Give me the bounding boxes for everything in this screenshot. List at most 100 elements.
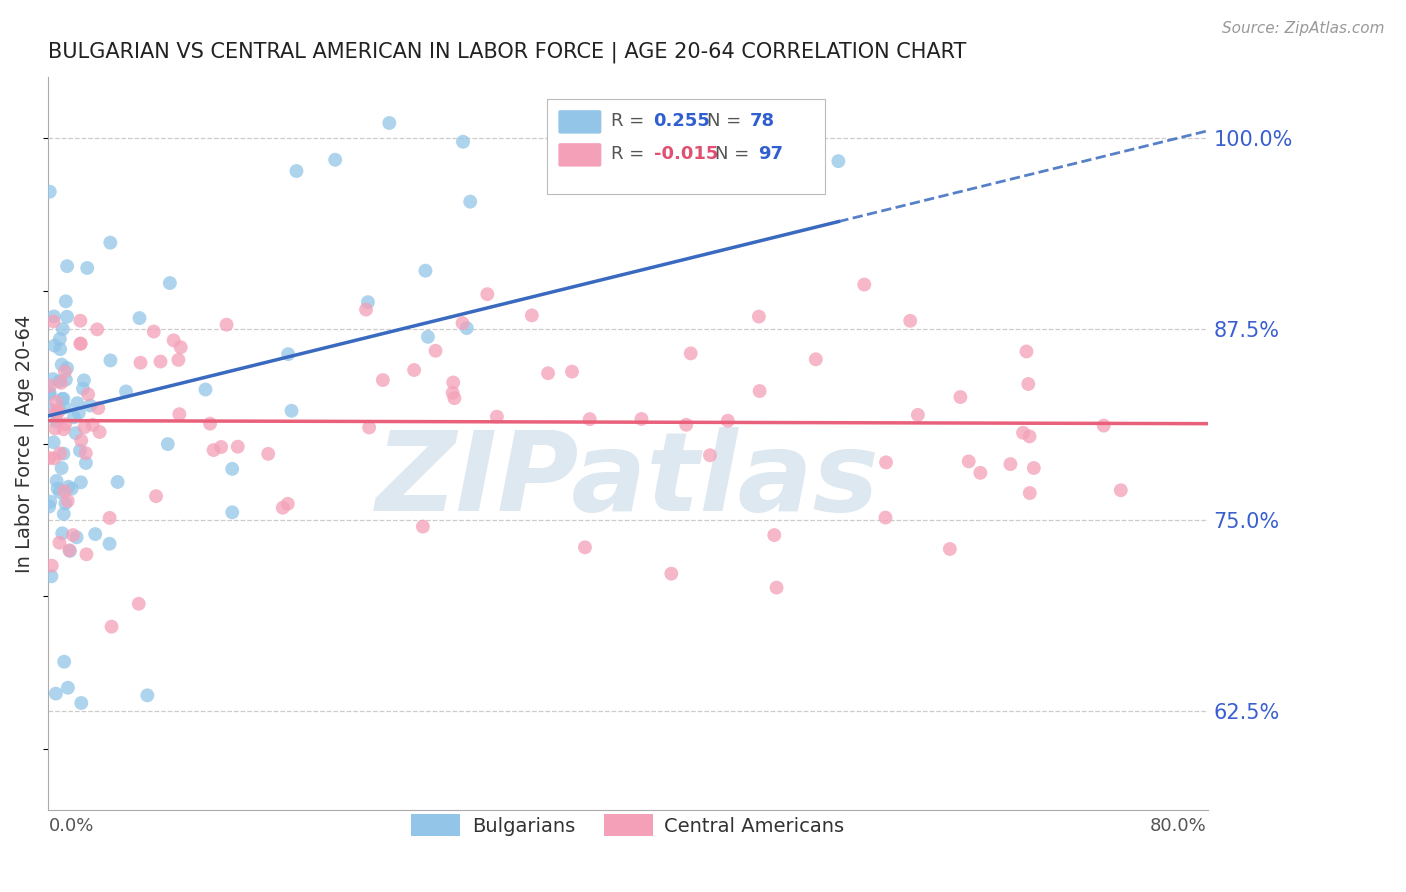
Point — [59, 544, 82, 558]
Point — [51, 392, 73, 406]
Point — [48, 403, 70, 417]
Point — [194, 383, 217, 397]
Point — [98, 511, 121, 525]
Point — [98, 537, 121, 551]
Point — [357, 295, 380, 310]
Point — [957, 454, 980, 468]
Point — [84, 527, 107, 541]
Point — [65, 530, 87, 544]
Point — [415, 263, 437, 277]
Point — [1015, 344, 1038, 359]
Y-axis label: In Labor Force | Age 20-64: In Labor Force | Age 20-64 — [15, 314, 35, 573]
Point — [1018, 429, 1040, 443]
Point — [170, 340, 193, 354]
Text: 80.0%: 80.0% — [1150, 817, 1206, 836]
Point — [87, 401, 110, 415]
Text: N =: N = — [707, 112, 747, 130]
FancyBboxPatch shape — [547, 99, 825, 194]
Point — [69, 314, 91, 328]
Point — [38, 450, 60, 465]
Point — [58, 543, 80, 558]
Point — [56, 259, 79, 273]
Point — [679, 346, 702, 360]
Point — [51, 461, 73, 475]
Point — [163, 334, 186, 348]
Point — [41, 558, 63, 573]
Point — [907, 408, 929, 422]
Text: R =: R = — [610, 112, 650, 130]
Point — [52, 422, 75, 436]
Point — [765, 581, 787, 595]
Point — [38, 387, 60, 401]
Point — [202, 443, 225, 458]
Point — [75, 446, 97, 460]
Point — [441, 376, 464, 390]
Point — [107, 475, 129, 489]
Point — [717, 414, 740, 428]
Point — [63, 410, 86, 425]
Point — [42, 314, 65, 328]
Point — [271, 500, 294, 515]
Point — [52, 392, 75, 406]
Point — [142, 325, 165, 339]
Point — [73, 420, 96, 434]
Point — [55, 373, 77, 387]
Point — [159, 276, 181, 290]
Point — [75, 547, 97, 561]
Point — [128, 311, 150, 326]
Point — [45, 395, 67, 409]
Point — [49, 485, 72, 500]
Point — [48, 374, 70, 388]
Point — [359, 420, 381, 434]
Point — [55, 294, 77, 309]
Point — [42, 372, 65, 386]
Point — [1017, 376, 1039, 391]
Point — [1018, 486, 1040, 500]
Point — [45, 687, 67, 701]
Point — [221, 462, 243, 476]
Point — [280, 403, 302, 417]
Text: 78: 78 — [749, 112, 775, 130]
Point — [804, 352, 827, 367]
Point — [49, 446, 72, 460]
Point — [456, 321, 478, 335]
Point — [969, 466, 991, 480]
Point — [66, 396, 89, 410]
Point — [441, 385, 464, 400]
Point — [39, 494, 62, 508]
Point — [46, 403, 69, 417]
Legend: Bulgarians, Central Americans: Bulgarians, Central Americans — [404, 806, 852, 844]
Point — [76, 260, 98, 275]
Point — [1092, 418, 1115, 433]
Point — [42, 310, 65, 324]
Point — [44, 421, 66, 435]
Point — [371, 373, 394, 387]
Point — [98, 235, 121, 250]
Point — [485, 409, 508, 424]
Point — [53, 417, 76, 432]
Point — [69, 443, 91, 458]
Point — [198, 417, 221, 431]
Point — [129, 356, 152, 370]
Point — [659, 566, 682, 581]
Point — [561, 365, 583, 379]
Text: BULGARIAN VS CENTRAL AMERICAN IN LABOR FORCE | AGE 20-64 CORRELATION CHART: BULGARIAN VS CENTRAL AMERICAN IN LABOR F… — [48, 42, 966, 63]
Text: ZIPatlas: ZIPatlas — [377, 426, 880, 533]
Point — [65, 426, 87, 441]
Point — [477, 287, 499, 301]
Point — [875, 455, 897, 469]
Point — [699, 448, 721, 462]
Point — [53, 484, 76, 499]
Point — [404, 363, 426, 377]
Point — [354, 302, 377, 317]
Point — [226, 440, 249, 454]
Point — [67, 406, 90, 420]
Point — [451, 316, 474, 330]
Point — [60, 482, 83, 496]
Point — [52, 507, 75, 521]
Point — [898, 314, 921, 328]
Point — [72, 382, 94, 396]
Point — [48, 535, 70, 549]
Point — [578, 412, 600, 426]
Point — [62, 528, 84, 542]
